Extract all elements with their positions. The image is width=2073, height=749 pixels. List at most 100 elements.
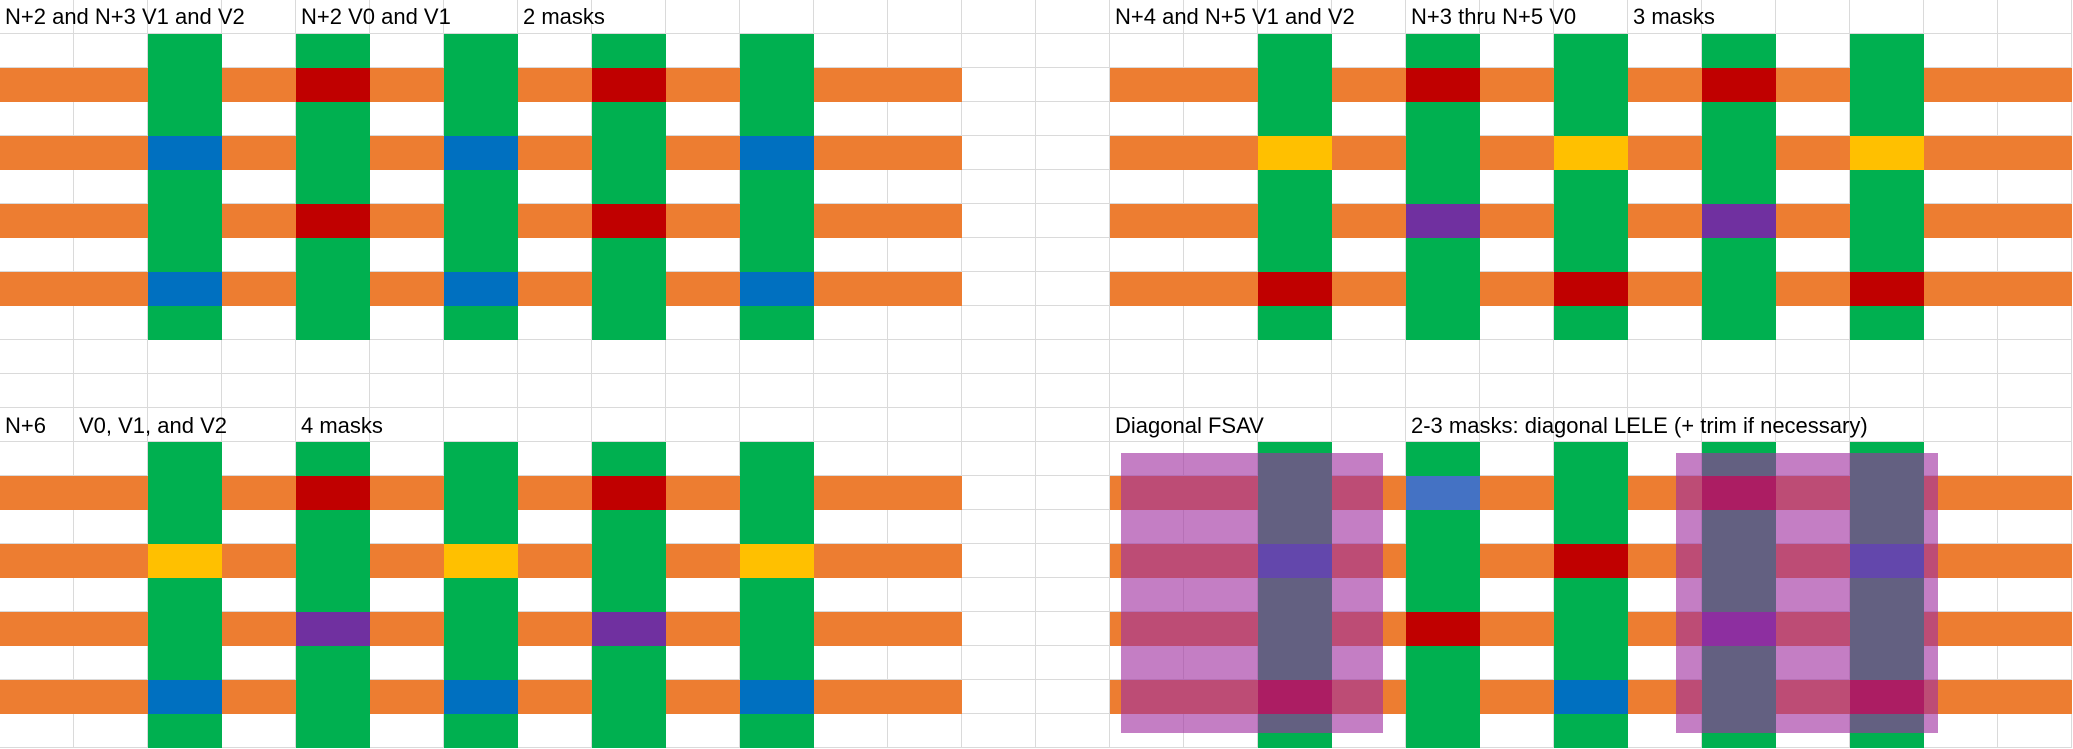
grid-cell [1628, 408, 1702, 442]
grid-cell [0, 510, 74, 544]
grid-cell [666, 408, 740, 442]
grid-cell [370, 170, 444, 204]
grid-cell [222, 306, 296, 340]
grid-cell [814, 102, 888, 136]
grid-cell [1036, 442, 1110, 476]
grid-cell [1628, 306, 1702, 340]
top_right-via-red-r4c3 [1554, 272, 1628, 306]
grid-cell [1998, 306, 2072, 340]
grid-cell [666, 442, 740, 476]
grid-cell [888, 442, 962, 476]
grid-cell [888, 34, 962, 68]
bottom_left-via-green-r1c3 [444, 476, 518, 510]
grid-cell [1924, 0, 1998, 34]
grid-cell [74, 340, 148, 374]
grid-cell [1406, 0, 1480, 34]
grid-cell [740, 408, 814, 442]
top_right-via-red-r1c4 [1702, 68, 1776, 102]
grid-cell [1036, 578, 1110, 612]
grid-cell [0, 102, 74, 136]
grid-cell [1924, 34, 1998, 68]
grid-cell [1332, 102, 1406, 136]
top_right-via-green-r4c4 [1702, 272, 1776, 306]
grid-cell [1554, 340, 1628, 374]
grid-cell [1036, 374, 1110, 408]
grid-cell [148, 408, 222, 442]
grid-cell [370, 0, 444, 34]
grid-cell [1036, 680, 1110, 714]
grid-cell [1110, 306, 1184, 340]
grid-cell [74, 578, 148, 612]
grid-cell [1998, 34, 2072, 68]
grid-cell [444, 340, 518, 374]
panel-top-right-title: N+4 and N+5 V1 and V2 [1115, 4, 1355, 29]
grid-cell [222, 714, 296, 748]
grid-cell [370, 510, 444, 544]
grid-cell [222, 374, 296, 408]
grid-cell [1184, 102, 1258, 136]
bottom_left-via-green-r1c5 [740, 476, 814, 510]
grid-cell [814, 238, 888, 272]
bottom_left-via-green-r3c3 [444, 612, 518, 646]
top_left-via-green-r3c1 [148, 204, 222, 238]
grid-cell [1924, 170, 1998, 204]
grid-cell [814, 714, 888, 748]
grid-cell [74, 510, 148, 544]
grid-cell [1850, 0, 1924, 34]
grid-cell [518, 306, 592, 340]
bottom_right-via-light_blue-r1c2 [1406, 476, 1480, 510]
grid-cell [962, 408, 1036, 442]
bottom_left-via-purple-r3c2 [296, 612, 370, 646]
grid-cell [148, 0, 222, 34]
bottom_left-via-green-r4c2 [296, 680, 370, 714]
grid-cell [444, 374, 518, 408]
panel-top-left-title: N+2 and N+3 V1 and V2 [5, 4, 245, 29]
grid-cell [1036, 204, 1110, 238]
bottom_left-via-green-r2c4 [592, 544, 666, 578]
top_left-via-green-r4c4 [592, 272, 666, 306]
grid-cell [1924, 408, 1998, 442]
grid-cell [666, 306, 740, 340]
grid-cell [518, 646, 592, 680]
grid-cell [888, 306, 962, 340]
grid-cell [296, 408, 370, 442]
grid-cell [0, 0, 74, 34]
grid-cell [666, 102, 740, 136]
grid-cell [74, 102, 148, 136]
grid-cell [0, 170, 74, 204]
grid-cell [1406, 374, 1480, 408]
grid-cell [962, 646, 1036, 680]
grid-cell [1924, 102, 1998, 136]
bottom_right-via-green-r2c2 [1406, 544, 1480, 578]
grid-cell [888, 374, 962, 408]
grid-cell [962, 612, 1036, 646]
grid-cell [1776, 340, 1850, 374]
grid-cell [962, 0, 1036, 34]
grid-cell [1036, 306, 1110, 340]
top_right-via-green-r4c2 [1406, 272, 1480, 306]
grid-cell [888, 646, 962, 680]
grid-cell [814, 34, 888, 68]
panel-bottom-right-subtitle: 2-3 masks: diagonal LELE (+ trim if nece… [1411, 413, 1868, 438]
grid-cell [518, 34, 592, 68]
grid-cell [740, 374, 814, 408]
top_left-via-green-r1c3 [444, 68, 518, 102]
grid-cell [962, 442, 1036, 476]
grid-cell [962, 306, 1036, 340]
grid-cell [962, 578, 1036, 612]
grid-cell [1998, 340, 2072, 374]
grid-cell [370, 578, 444, 612]
grid-cell [888, 0, 962, 34]
grid-cell [1036, 612, 1110, 646]
grid-cell [518, 102, 592, 136]
grid-cell [1110, 340, 1184, 374]
grid-cell [222, 238, 296, 272]
grid-cell [1332, 34, 1406, 68]
grid-cell [1036, 408, 1110, 442]
grid-cell [962, 544, 1036, 578]
grid-cell [1480, 340, 1554, 374]
grid-cell [1036, 646, 1110, 680]
top_left-via-green-r2c4 [592, 136, 666, 170]
top_left-via-red-r3c2 [296, 204, 370, 238]
